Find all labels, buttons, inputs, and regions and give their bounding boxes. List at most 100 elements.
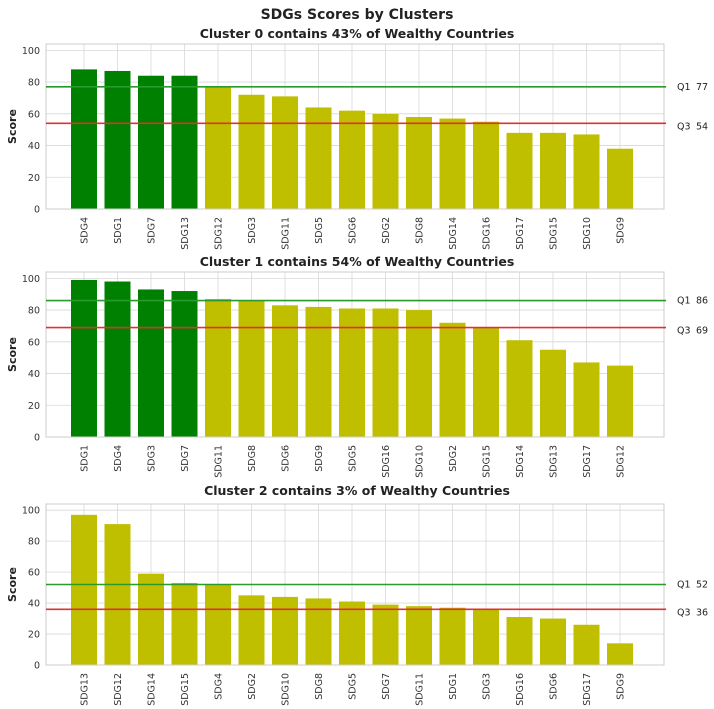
x-tick-label: SDG11	[415, 673, 426, 706]
bar-sdg7	[372, 604, 399, 665]
x-tick-label: SDG4	[214, 673, 225, 700]
bar-sdg17	[573, 362, 600, 437]
x-tick-label: SDG9	[616, 217, 627, 244]
bar-sdg1	[104, 70, 131, 209]
y-tick-label: 80	[28, 306, 40, 317]
figure-suptitle: SDGs Scores by Clusters	[261, 7, 454, 23]
plot-frame	[45, 271, 665, 438]
chart-title: Cluster 2 contains 3% of Wealthy Countri…	[204, 483, 510, 498]
x-tick-label: SDG16	[482, 217, 493, 250]
x-tick-label: SDG12	[616, 445, 627, 478]
chart-title: Cluster 0 contains 43% of Wealthy Countr…	[200, 26, 515, 41]
q3-value: 69	[696, 326, 708, 337]
x-tick-label: SDG2	[247, 673, 258, 700]
chart-title: Cluster 1 contains 54% of Wealthy Countr…	[200, 254, 515, 269]
y-tick-label: 40	[28, 599, 40, 610]
bar-sdg10	[272, 596, 298, 665]
x-tick-label: SDG16	[381, 445, 392, 478]
x-tick-label: SDG17	[515, 217, 526, 250]
bar-sdg5	[339, 601, 365, 665]
q3-label: Q3	[677, 121, 691, 132]
bar-sdg17	[573, 624, 600, 665]
bar-sdg2	[372, 113, 399, 209]
bar-sdg4	[71, 69, 97, 209]
x-tick-label: SDG15	[549, 217, 560, 250]
x-tick-label: SDG5	[348, 673, 359, 700]
bar-sdg13	[171, 75, 198, 209]
y-tick-label: 60	[28, 337, 40, 348]
bar-sdg6	[272, 305, 298, 437]
bar-sdg2	[238, 595, 265, 665]
x-tick-label: SDG6	[549, 673, 560, 700]
x-tick-label: SDG7	[381, 673, 392, 700]
bar-sdg8	[305, 598, 332, 665]
x-tick-label: SDG10	[281, 673, 292, 706]
y-axis-label: Score	[6, 567, 19, 602]
chart-panel-0: Cluster 0 contains 43% of Wealthy Countr…	[6, 26, 708, 250]
bar-sdg14	[138, 573, 164, 665]
y-tick-label: 0	[34, 433, 40, 444]
bar-sdg8	[238, 300, 265, 437]
y-axis-label: Score	[6, 337, 19, 372]
y-tick-label: 40	[28, 369, 40, 380]
x-tick-label: SDG9	[616, 673, 627, 700]
bar-sdg5	[305, 107, 332, 209]
q1-value: 52	[696, 580, 708, 591]
q3-label: Q3	[677, 326, 691, 337]
bar-sdg13	[540, 349, 566, 437]
x-tick-label: SDG7	[180, 445, 191, 472]
y-tick-label: 100	[22, 274, 40, 285]
y-axis-label: Score	[6, 109, 19, 144]
bar-sdg1	[71, 279, 97, 437]
chart-panel-1: Cluster 1 contains 54% of Wealthy Countr…	[6, 254, 708, 478]
bar-sdg13	[71, 514, 97, 665]
x-tick-label: SDG5	[348, 445, 359, 472]
bar-sdg7	[138, 75, 164, 209]
y-tick-label: 80	[28, 78, 40, 89]
x-tick-label: SDG16	[515, 673, 526, 706]
q3-label: Q3	[677, 607, 691, 618]
bar-sdg8	[406, 116, 432, 209]
bar-sdg9	[607, 148, 633, 209]
x-tick-label: SDG3	[482, 673, 493, 700]
x-tick-label: SDG17	[582, 673, 593, 706]
x-tick-label: SDG4	[113, 445, 124, 472]
bar-sdg9	[607, 643, 633, 665]
bar-sdg14	[506, 340, 533, 437]
bar-sdg10	[406, 310, 432, 437]
y-tick-label: 80	[28, 537, 40, 548]
bar-sdg11	[272, 96, 298, 209]
x-tick-label: SDG13	[549, 445, 560, 478]
y-tick-label: 20	[28, 401, 40, 412]
y-tick-label: 40	[28, 141, 40, 152]
bar-sdg3	[473, 609, 499, 665]
bar-sdg16	[473, 121, 499, 209]
x-tick-label: SDG14	[515, 445, 526, 478]
y-tick-label: 20	[28, 173, 40, 184]
x-tick-label: SDG14	[147, 673, 158, 706]
bar-sdg6	[540, 618, 566, 665]
bar-sdg14	[439, 118, 466, 209]
x-tick-label: SDG3	[147, 445, 158, 472]
x-tick-label: SDG15	[482, 445, 493, 478]
y-tick-label: 100	[22, 46, 40, 57]
bar-sdg4	[205, 584, 231, 665]
bar-sdg15	[540, 132, 566, 209]
bar-sdg16	[506, 617, 533, 665]
bar-sdg9	[305, 306, 332, 437]
x-tick-label: SDG2	[448, 445, 459, 472]
bar-sdg2	[439, 322, 466, 437]
x-tick-label: SDG10	[582, 217, 593, 250]
q3-value: 36	[696, 607, 708, 618]
bar-sdg16	[372, 308, 399, 437]
bar-sdg12	[205, 86, 231, 209]
x-tick-label: SDG8	[415, 217, 426, 244]
bar-sdg15	[171, 582, 198, 665]
x-tick-label: SDG14	[448, 217, 459, 250]
q1-label: Q1	[677, 82, 691, 93]
bar-sdg6	[339, 110, 365, 209]
bar-sdg12	[607, 365, 633, 437]
x-tick-label: SDG1	[448, 673, 459, 700]
x-tick-label: SDG11	[281, 217, 292, 250]
